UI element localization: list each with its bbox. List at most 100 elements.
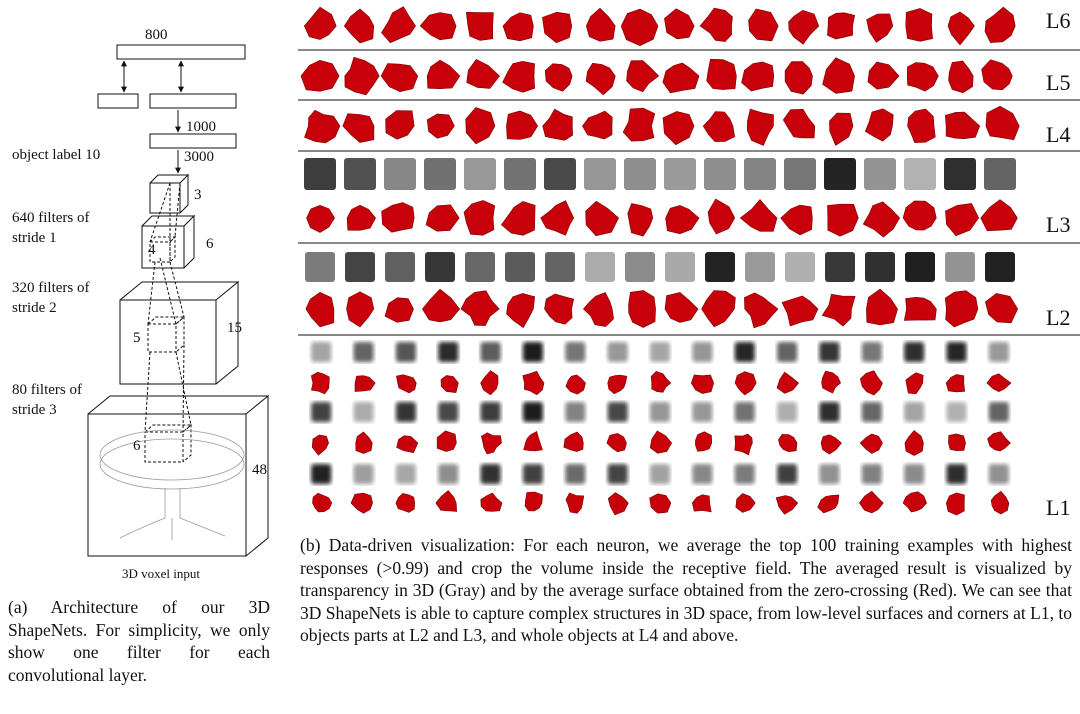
red-surface <box>948 12 975 45</box>
red-surface <box>782 296 818 326</box>
red-surface <box>735 434 753 455</box>
red-surface <box>607 433 627 451</box>
red-surface <box>347 292 374 327</box>
gray-volume <box>819 464 839 484</box>
gray-volume <box>438 402 458 422</box>
gray-volume <box>692 342 712 362</box>
fc-label: 1000 <box>186 117 216 137</box>
gray-volume <box>984 158 1016 190</box>
page: 800 object label 10 1000 3000 3 640 filt… <box>0 0 1080 714</box>
red-surface <box>859 491 883 513</box>
gray-volume <box>664 158 696 190</box>
red-surface <box>523 371 544 395</box>
red-surface <box>747 109 773 145</box>
gray-volume <box>650 342 670 362</box>
size-label: 15 <box>227 318 242 338</box>
red-surface <box>650 431 672 453</box>
red-surface <box>344 9 374 43</box>
red-surface <box>691 375 713 394</box>
red-surface <box>542 12 571 43</box>
gray-volume <box>985 252 1015 282</box>
red-surface <box>427 114 454 138</box>
gray-volume <box>608 342 628 362</box>
red-surface <box>304 7 336 39</box>
gray-volume <box>544 158 576 190</box>
gray-volume <box>396 402 416 422</box>
gray-volume <box>904 464 924 484</box>
red-surface <box>906 9 933 42</box>
gray-volume <box>305 252 335 282</box>
gray-volume <box>744 158 776 190</box>
red-surface <box>986 106 1019 140</box>
red-surface <box>466 12 493 40</box>
red-surface <box>903 492 927 512</box>
gray-volume <box>396 464 416 484</box>
red-surface <box>904 297 936 320</box>
gray-volume <box>650 464 670 484</box>
red-surface <box>828 204 859 236</box>
red-surface <box>778 434 797 451</box>
gray-volume <box>608 464 628 484</box>
red-surface <box>821 435 842 454</box>
red-surface <box>735 372 756 395</box>
red-surface <box>545 64 572 92</box>
red-surface <box>744 293 778 328</box>
red-surface <box>736 494 756 513</box>
caption-a: (a) Architecture of our 3D ShapeNets. Fo… <box>8 596 270 686</box>
red-surface <box>945 291 978 327</box>
conv-label: 80 filters of stride 3 <box>12 380 112 420</box>
gray-volume <box>304 158 336 190</box>
red-surface <box>860 434 882 454</box>
gray-volume <box>989 402 1009 422</box>
red-surface <box>987 374 1011 392</box>
red-surface <box>507 293 535 327</box>
red-surface <box>868 62 899 89</box>
red-surface <box>860 371 882 395</box>
red-surface <box>467 59 500 88</box>
gray-volume <box>784 158 816 190</box>
red-surface <box>525 492 543 511</box>
gray-volume <box>523 342 543 362</box>
red-surface <box>566 493 584 513</box>
red-surface <box>665 292 698 322</box>
red-surface <box>822 371 841 393</box>
gray-volume <box>946 342 966 362</box>
gray-volume <box>523 464 543 484</box>
gray-volume <box>481 342 501 362</box>
red-surface <box>663 63 699 93</box>
layer-label: L6 <box>1046 8 1070 34</box>
red-surface <box>386 111 415 140</box>
red-surface <box>608 493 628 515</box>
gray-volume <box>464 158 496 190</box>
gray-volume <box>989 342 1009 362</box>
red-surface <box>586 8 615 41</box>
red-surface <box>623 108 655 141</box>
red-surface <box>781 205 813 235</box>
gray-volume <box>385 252 415 282</box>
red-surface <box>382 7 416 43</box>
red-surface <box>347 205 376 230</box>
gray-volume <box>585 252 615 282</box>
gray-volume <box>692 464 712 484</box>
red-surface <box>991 491 1009 514</box>
red-surface <box>982 60 1013 90</box>
red-surface <box>628 204 653 237</box>
gray-volume <box>545 252 575 282</box>
red-surface <box>464 200 495 235</box>
size-label: 6 <box>206 234 214 254</box>
red-surface <box>985 7 1015 42</box>
red-surface <box>663 111 694 144</box>
red-surface <box>948 434 965 451</box>
gray-volume <box>608 402 628 422</box>
gray-volume <box>624 158 656 190</box>
size-label: 5 <box>133 328 141 348</box>
red-surface <box>650 494 671 513</box>
gray-volume <box>354 342 374 362</box>
gray-volume <box>862 342 882 362</box>
gray-volume <box>944 158 976 190</box>
layer-label: L5 <box>1046 70 1070 96</box>
red-surface <box>692 495 711 512</box>
red-surface <box>301 60 339 91</box>
gray-volume <box>625 252 655 282</box>
gray-volume <box>824 158 856 190</box>
